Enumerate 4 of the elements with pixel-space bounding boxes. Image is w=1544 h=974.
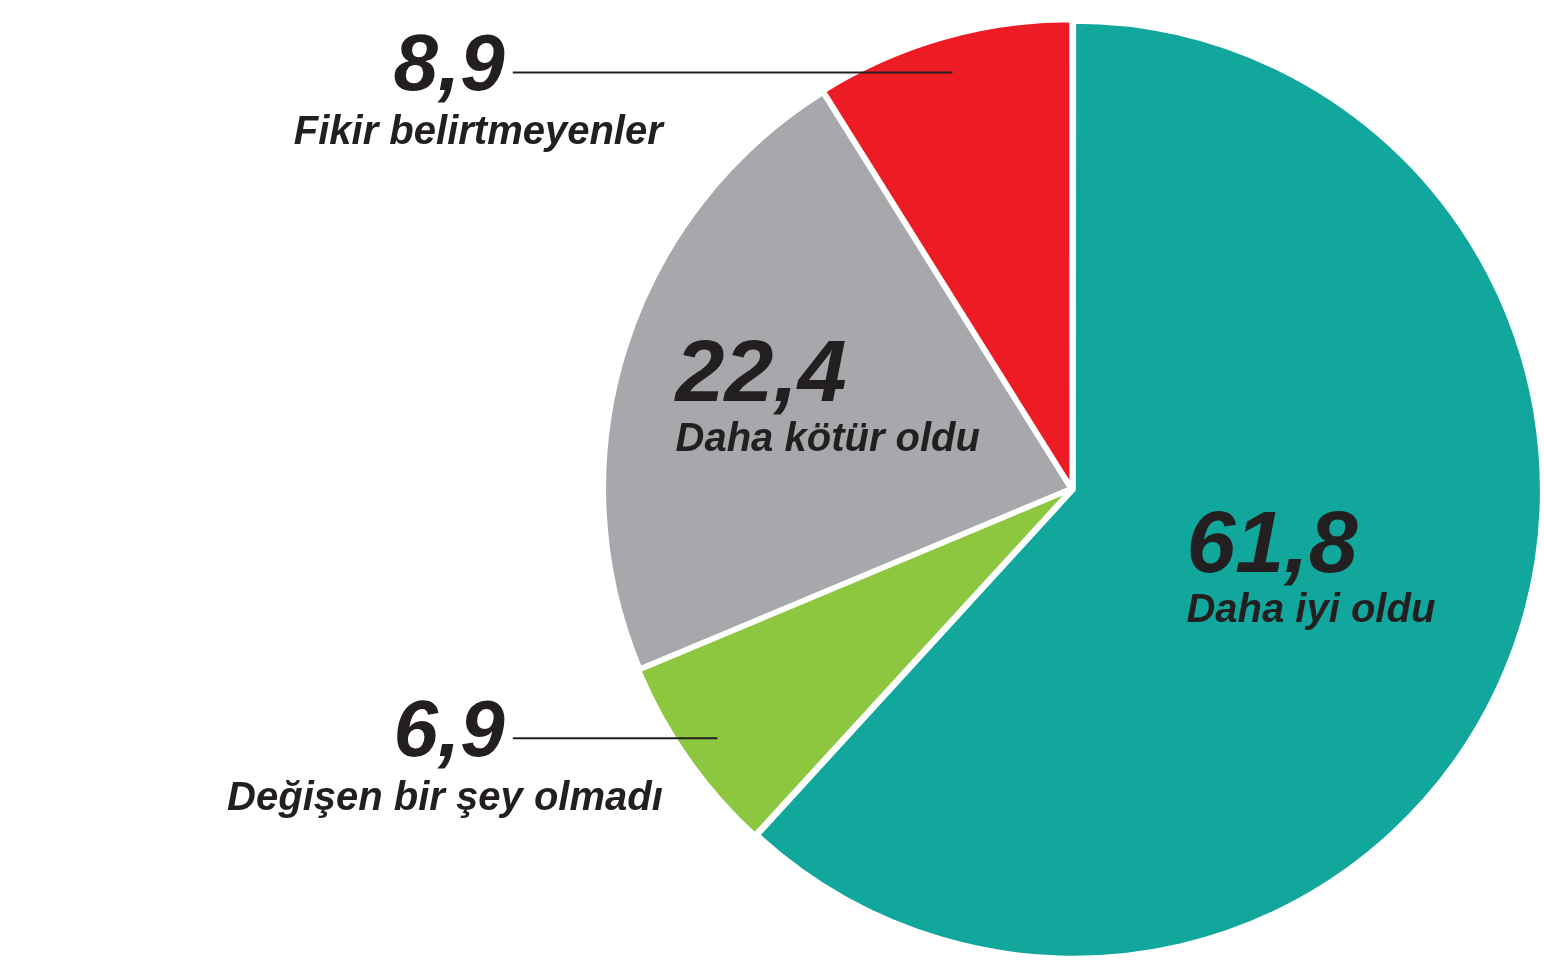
data-label: 8,9	[393, 18, 506, 108]
data-label: 6,9	[393, 684, 506, 774]
slice-label: Fikir belirtmeyenler	[293, 108, 666, 153]
slice-label: Değişen bir şey olmadı	[227, 774, 663, 819]
